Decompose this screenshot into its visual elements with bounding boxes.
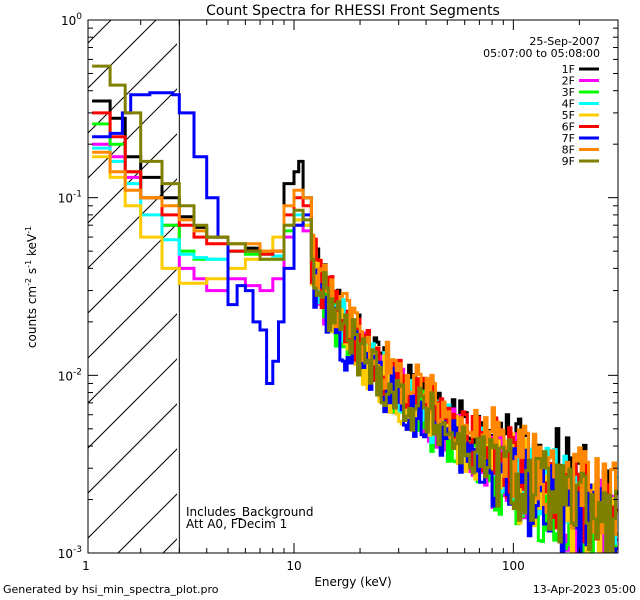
ylabel-part-6: -1: [24, 226, 33, 234]
hatch-line: [88, 20, 112, 44]
annotation-attenuator: Att A0, FDecim 1: [186, 517, 287, 531]
plot-frame: [87, 19, 619, 554]
x-axis-label: Energy (keV): [314, 575, 391, 589]
hatch-line: [88, 403, 177, 494]
hatch-line: [88, 313, 177, 404]
footer-generated-by: Generated by hsi_min_spectra_plot.pro: [3, 583, 219, 596]
time-range-label: 05:07:00 to 05:08:00: [483, 47, 600, 60]
legend-label-5f: 5F: [562, 109, 575, 122]
legend-label-7f: 7F: [562, 132, 575, 145]
hatch-line: [88, 223, 177, 314]
x-tick-label: 100: [502, 559, 525, 573]
legend-label-6f: 6F: [562, 121, 575, 134]
ylabel-part-1: counts cm: [25, 286, 39, 348]
date-label: 25-Sep-2007: [529, 35, 600, 48]
hatched-region: [0, 0, 177, 553]
y-tick-label: 10-2: [58, 367, 82, 383]
ylabel-part-3: s: [25, 268, 39, 278]
legend-label-8f: 8F: [562, 144, 575, 157]
hatch-line: [88, 178, 177, 269]
ylabel-part-5: keV: [25, 233, 39, 260]
annotation-background: Includes_Background: [186, 505, 314, 519]
legend-label-2f: 2F: [562, 75, 575, 88]
hatch-line: [88, 268, 177, 359]
hatch-line: [88, 20, 157, 89]
legend-label-4f: 4F: [562, 98, 575, 111]
y-tick-label: 10-3: [58, 545, 82, 561]
series-line-9f: [92, 64, 618, 553]
chart-title: Count Spectra for RHESSI Front Segments: [206, 3, 500, 19]
legend-label-9f: 9F: [562, 155, 575, 168]
hatch-line: [88, 133, 177, 224]
series-lines: [92, 64, 618, 553]
x-axis-ticks: 1 10 100: [82, 20, 619, 573]
y-axis-label: counts cm-2 s-1 keV-1: [24, 226, 39, 348]
hatch-line: [0, 0, 48, 553]
x-tick-label: 10: [286, 559, 301, 573]
hatch-line: [88, 88, 177, 179]
hatch-line: [88, 448, 177, 539]
ylabel-part-2: -2: [24, 278, 33, 286]
hatch-line: [88, 43, 177, 134]
legend-label-3f: 3F: [562, 86, 575, 99]
legend-label-1f: 1F: [562, 63, 575, 76]
y-tick-label: 100: [61, 12, 82, 28]
hatch-line: [0, 0, 93, 553]
x-tick-label: 1: [82, 559, 90, 573]
y-axis-ticks: 100 10-1 10-2 10-3: [58, 12, 618, 561]
ylabel-part-4: -1: [24, 260, 33, 268]
footer-timestamp: 13-Apr-2023 05:00: [532, 583, 636, 596]
y-tick-label: 10-1: [58, 190, 82, 206]
